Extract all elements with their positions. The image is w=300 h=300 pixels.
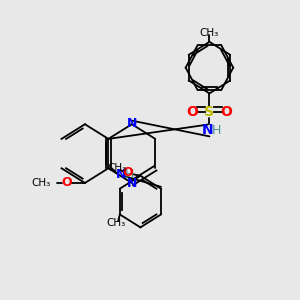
Text: O: O (61, 176, 72, 189)
Text: N: N (202, 123, 214, 137)
Text: O: O (186, 105, 198, 119)
Text: CH₃: CH₃ (106, 218, 125, 228)
Text: N: N (127, 117, 137, 130)
Text: CH₃: CH₃ (31, 178, 50, 188)
Text: H: H (212, 124, 221, 137)
Text: S: S (204, 105, 214, 119)
Text: CH₃: CH₃ (200, 28, 219, 38)
Text: N: N (127, 177, 137, 190)
Text: O: O (221, 105, 232, 119)
Text: N: N (116, 168, 126, 181)
Text: H: H (125, 168, 134, 181)
Text: O: O (123, 167, 133, 179)
Text: CH₃: CH₃ (108, 163, 127, 173)
